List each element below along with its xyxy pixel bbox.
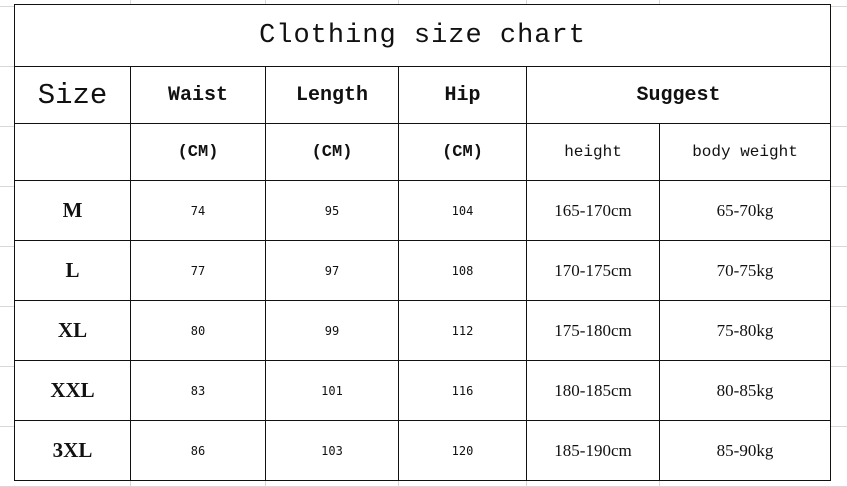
header-size: Size: [14, 66, 131, 124]
cell-weight: 75-80kg: [659, 300, 831, 361]
cell-hip: 116: [398, 360, 527, 421]
cell-hip: 108: [398, 240, 527, 301]
cell-size: L: [14, 240, 131, 301]
unit-length: (CM): [265, 123, 399, 181]
cell-length: 101: [265, 360, 399, 421]
table-row: L 77 97 108 170-175cm 70-75kg: [14, 240, 831, 301]
cell-height: 170-175cm: [526, 240, 660, 301]
cell-length: 97: [265, 240, 399, 301]
header-suggest: Suggest: [526, 66, 831, 124]
unit-height: height: [526, 123, 660, 181]
cell-hip: 112: [398, 300, 527, 361]
header-hip: Hip: [398, 66, 527, 124]
size-chart-table: Clothing size chart Size Waist Length Hi…: [14, 4, 831, 481]
chart-title: Clothing size chart: [14, 4, 831, 67]
cell-size: M: [14, 180, 131, 241]
cell-height: 185-190cm: [526, 420, 660, 481]
cell-waist: 86: [130, 420, 266, 481]
cell-waist: 74: [130, 180, 266, 241]
cell-height: 175-180cm: [526, 300, 660, 361]
table-row: 3XL 86 103 120 185-190cm 85-90kg: [14, 420, 831, 481]
table-row: XXL 83 101 116 180-185cm 80-85kg: [14, 360, 831, 421]
cell-length: 95: [265, 180, 399, 241]
cell-waist: 80: [130, 300, 266, 361]
cell-hip: 120: [398, 420, 527, 481]
cell-length: 99: [265, 300, 399, 361]
cell-height: 180-185cm: [526, 360, 660, 421]
cell-length: 103: [265, 420, 399, 481]
cell-waist: 77: [130, 240, 266, 301]
header-waist: Waist: [130, 66, 266, 124]
table-row: XL 80 99 112 175-180cm 75-80kg: [14, 300, 831, 361]
cell-waist: 83: [130, 360, 266, 421]
unit-weight: body weight: [659, 123, 831, 181]
cell-size: XL: [14, 300, 131, 361]
cell-size: XXL: [14, 360, 131, 421]
cell-size: 3XL: [14, 420, 131, 481]
header-length: Length: [265, 66, 399, 124]
cell-weight: 65-70kg: [659, 180, 831, 241]
cell-height: 165-170cm: [526, 180, 660, 241]
header-row: Size Waist Length Hip Suggest: [14, 66, 831, 124]
table-row: M 74 95 104 165-170cm 65-70kg: [14, 180, 831, 241]
unit-waist: (CM): [130, 123, 266, 181]
unit-hip: (CM): [398, 123, 527, 181]
unit-row: (CM) (CM) (CM) height body weight: [14, 123, 831, 181]
unit-empty: [14, 123, 131, 181]
cell-weight: 70-75kg: [659, 240, 831, 301]
cell-weight: 80-85kg: [659, 360, 831, 421]
cell-weight: 85-90kg: [659, 420, 831, 481]
cell-hip: 104: [398, 180, 527, 241]
